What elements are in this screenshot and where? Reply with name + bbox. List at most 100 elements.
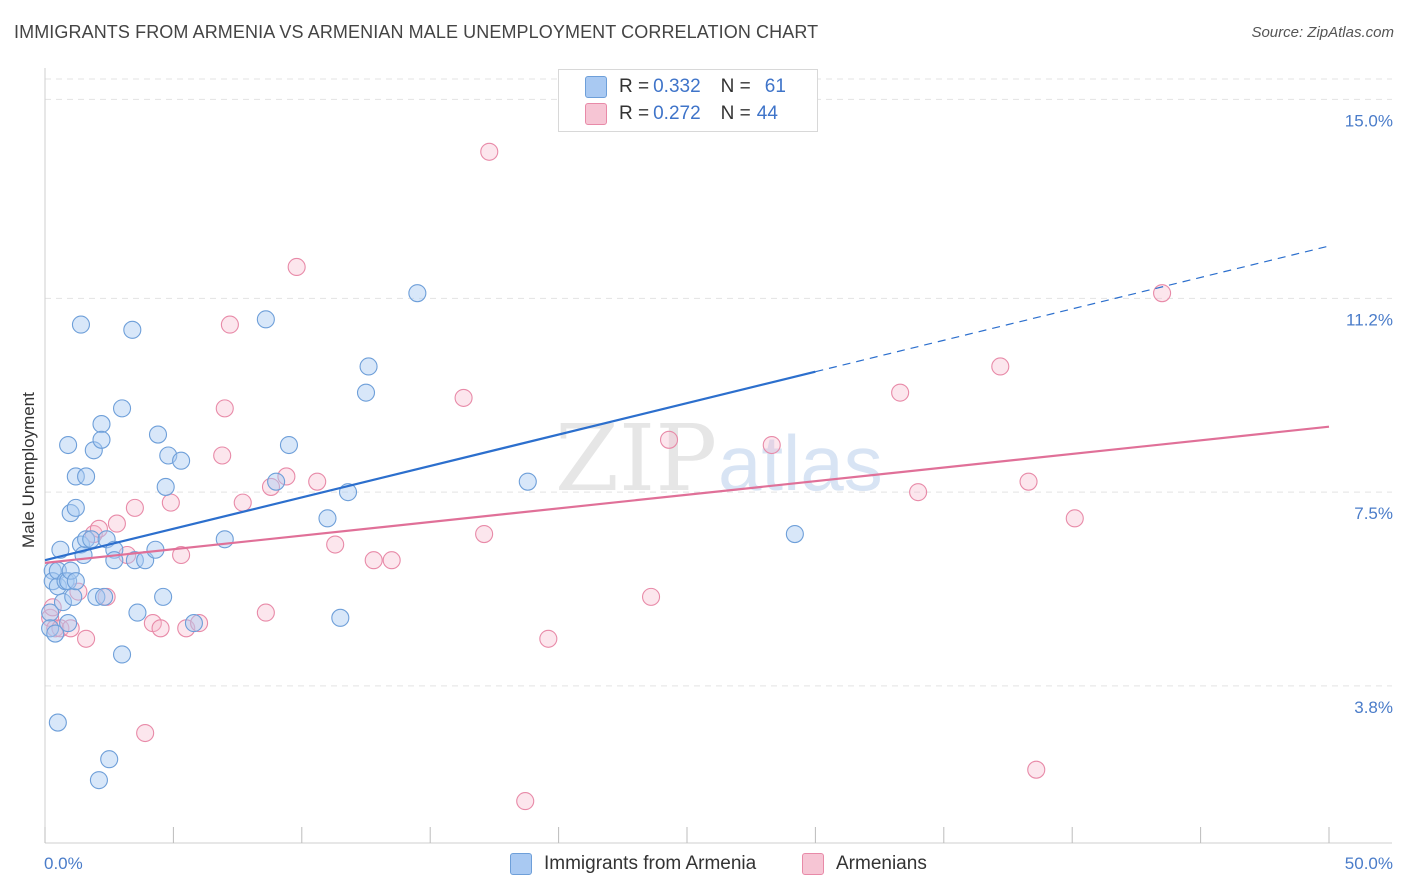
armenians-point [308,472,327,491]
armenians-point [136,723,155,743]
armenia-immigrants-point [408,284,427,303]
armenians-point [326,535,345,554]
bottom-legend-label: Immigrants from Armenia [544,853,757,874]
armenia-immigrants-point [41,603,60,622]
legend-n-value: 61 [764,76,786,97]
armenia-immigrants-point [77,530,96,549]
armenia-immigrants-point [92,415,111,434]
armenia-immigrants-point [87,587,106,606]
watermark-atlas: atlas [718,419,883,507]
armenians-point [287,257,306,277]
armenia-immigrants-point [51,540,70,559]
armenia-immigrants-point [71,315,91,334]
armenia-immigrants-point [172,451,191,470]
armenia-immigrants-point [128,603,147,622]
armenians-point [382,551,401,570]
legend-row-armenia: R = 0.332 N = 61 [585,73,786,101]
armenia-immigrants-point [64,587,83,606]
legend-n-label: N = [720,103,751,124]
armenians-point [516,792,535,811]
x-tick-label: 50.0% [1345,854,1393,873]
armenia-immigrants-point [95,587,114,606]
armenia-immigrants-points [41,284,804,790]
armenians-point [261,477,281,496]
armenians-point [256,603,275,622]
armenia-immigrants-point [84,441,103,460]
armenians-point [1019,472,1038,491]
x-tick-label: 0.0% [44,854,83,873]
armenia-immigrants-point [267,472,286,491]
armenians-point [454,388,473,407]
gridlines [45,78,1392,687]
armenia-immigrants-point [125,551,144,570]
armenia-immigrants-point [66,467,85,486]
armenians-point [190,614,209,633]
armenia-immigrants-point [785,524,804,544]
y-tick-label: 11.2% [1346,310,1393,329]
chart-title: IMMIGRANTS FROM ARMENIA VS ARMENIAN MALE… [14,22,819,42]
armenia-immigrants-point [359,357,378,376]
y-tick-label: 7.5% [1354,504,1393,523]
armenians-point [364,551,383,570]
armenians-point [475,524,494,544]
trend-lines [44,245,1330,564]
watermark-zip: ZIP [555,405,717,512]
armenians-point [1153,284,1172,303]
armenians-point [909,483,928,502]
armenians-points [41,142,1172,811]
armenians-point [89,519,108,538]
armenia-immigrants-point [61,504,80,523]
armenia-immigrants-point [61,561,80,580]
armenians-point [539,629,558,648]
armenia-immigrants-point [89,771,108,790]
armenians-point [1027,760,1046,779]
legend-swatch-blue [585,76,607,98]
legend-swatch-pink [585,103,607,125]
armenians-point [172,545,191,565]
stats-legend: R = 0.332 N = 61 R = 0.272 N = 44 [558,69,818,132]
armenians-point [233,493,252,512]
armenians-point [151,619,170,638]
armenia-immigrants-point [356,383,376,402]
armenians-point [659,430,679,449]
armenia-immigrants-point [518,472,537,491]
legend-n-label: N = [720,76,751,97]
y-tick-label: 15.0% [1345,111,1393,130]
armenians-point [480,142,499,161]
legend-row-armenians: R = 0.272 N = 44 [585,100,778,128]
axes [44,68,1392,844]
armenia-immigrants-point [66,498,85,517]
armenia-immigrants-point [82,530,101,549]
armenia-immigrants-point [112,645,132,664]
armenia-immigrants-point [256,310,275,329]
armenia-immigrants-point [331,608,350,627]
source-label: Source: ZipAtlas.com [1251,24,1394,41]
armenia-immigrants-point [123,320,142,339]
armenians-point [107,514,126,533]
legend-r-label: R = [619,103,650,124]
armenians-point [213,446,232,465]
armenia-immigrants-point [77,467,96,486]
armenians-point [891,383,910,402]
armenia-immigrants-point [46,624,65,643]
armenians-point [77,629,96,648]
armenia-immigrants-point [59,435,78,455]
armenia-immigrants-point [41,619,60,638]
armenia-immigrants-point [318,509,337,528]
armenia-immigrants-point [53,593,73,612]
armenians-point [220,315,239,334]
armenia-immigrants-point [148,425,168,444]
armenia-immigrants-point [59,614,78,633]
armenians-point [641,587,661,606]
bottom-legend-label: Armenians [836,853,927,874]
armenians-point [991,357,1010,376]
armenians-point [215,399,234,418]
armenia-immigrants-point [156,477,175,496]
armenians-trend-line [44,425,1330,564]
bottom-legend-swatch-pink [802,853,824,875]
armenia-immigrants-point [71,535,91,554]
legend-r-label: R = [619,76,650,97]
armenians-point [762,435,781,455]
armenia-immigrants-point [43,572,62,591]
